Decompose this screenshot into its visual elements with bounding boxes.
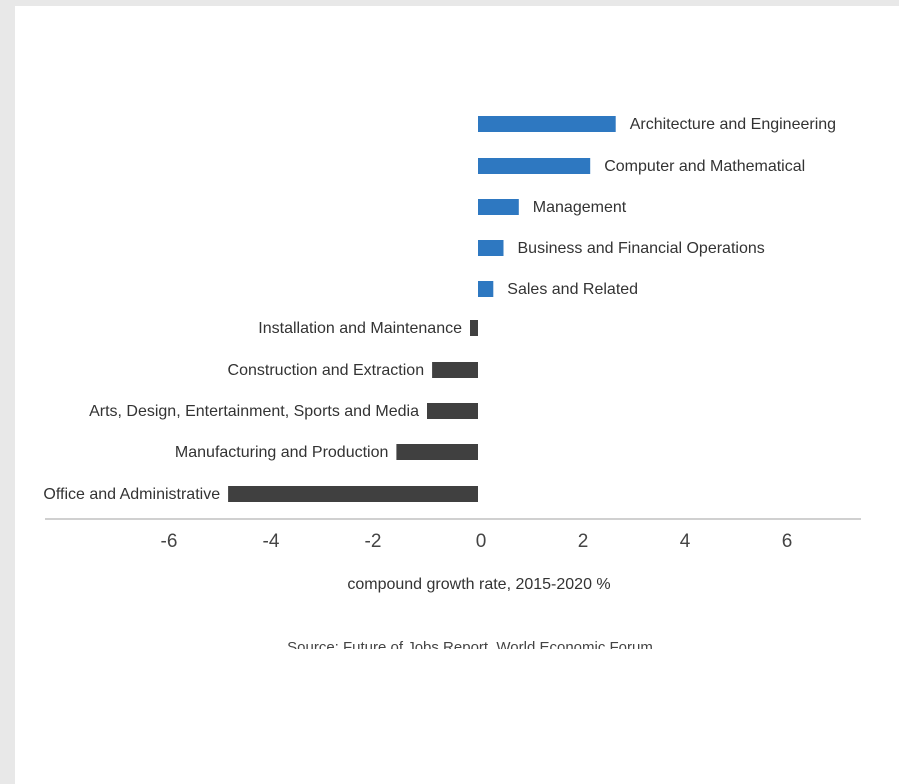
source-note: Source: Future of Jobs Report, World Eco…	[287, 639, 653, 649]
chart-card	[15, 6, 899, 784]
bar	[478, 199, 519, 215]
bar	[228, 486, 478, 502]
bar-label: Arts, Design, Entertainment, Sports and …	[89, 403, 419, 420]
bar-label: Computer and Mathematical	[604, 158, 805, 175]
bar	[478, 281, 494, 297]
x-tick-label: -2	[365, 531, 382, 552]
x-tick-label: 0	[476, 531, 487, 552]
bar-label: Architecture and Engineering	[630, 116, 836, 133]
bar-label: Construction and Extraction	[228, 362, 425, 379]
source-note-container: Source: Future of Jobs Report, World Eco…	[230, 636, 710, 649]
x-tick-label: -6	[161, 531, 178, 552]
bar	[478, 116, 616, 132]
bar-label: Management	[533, 199, 627, 216]
bar	[396, 444, 478, 460]
bar	[427, 403, 478, 419]
x-tick-label: 2	[578, 531, 589, 552]
bar-label: Installation and Maintenance	[258, 320, 462, 337]
bar-label: Office and Administrative	[43, 486, 220, 503]
x-tick-label: 4	[680, 531, 691, 552]
bar-label: Sales and Related	[507, 281, 638, 298]
x-tick-label: 6	[782, 531, 793, 552]
bar-label: Business and Financial Operations	[518, 240, 765, 257]
bar	[470, 320, 478, 336]
bar	[478, 240, 504, 256]
x-tick-label: -4	[263, 531, 280, 552]
bar	[432, 362, 478, 378]
bar	[478, 158, 591, 174]
x-axis-label: compound growth rate, 2015-2020 %	[347, 576, 610, 593]
bar-label: Manufacturing and Production	[175, 444, 388, 461]
